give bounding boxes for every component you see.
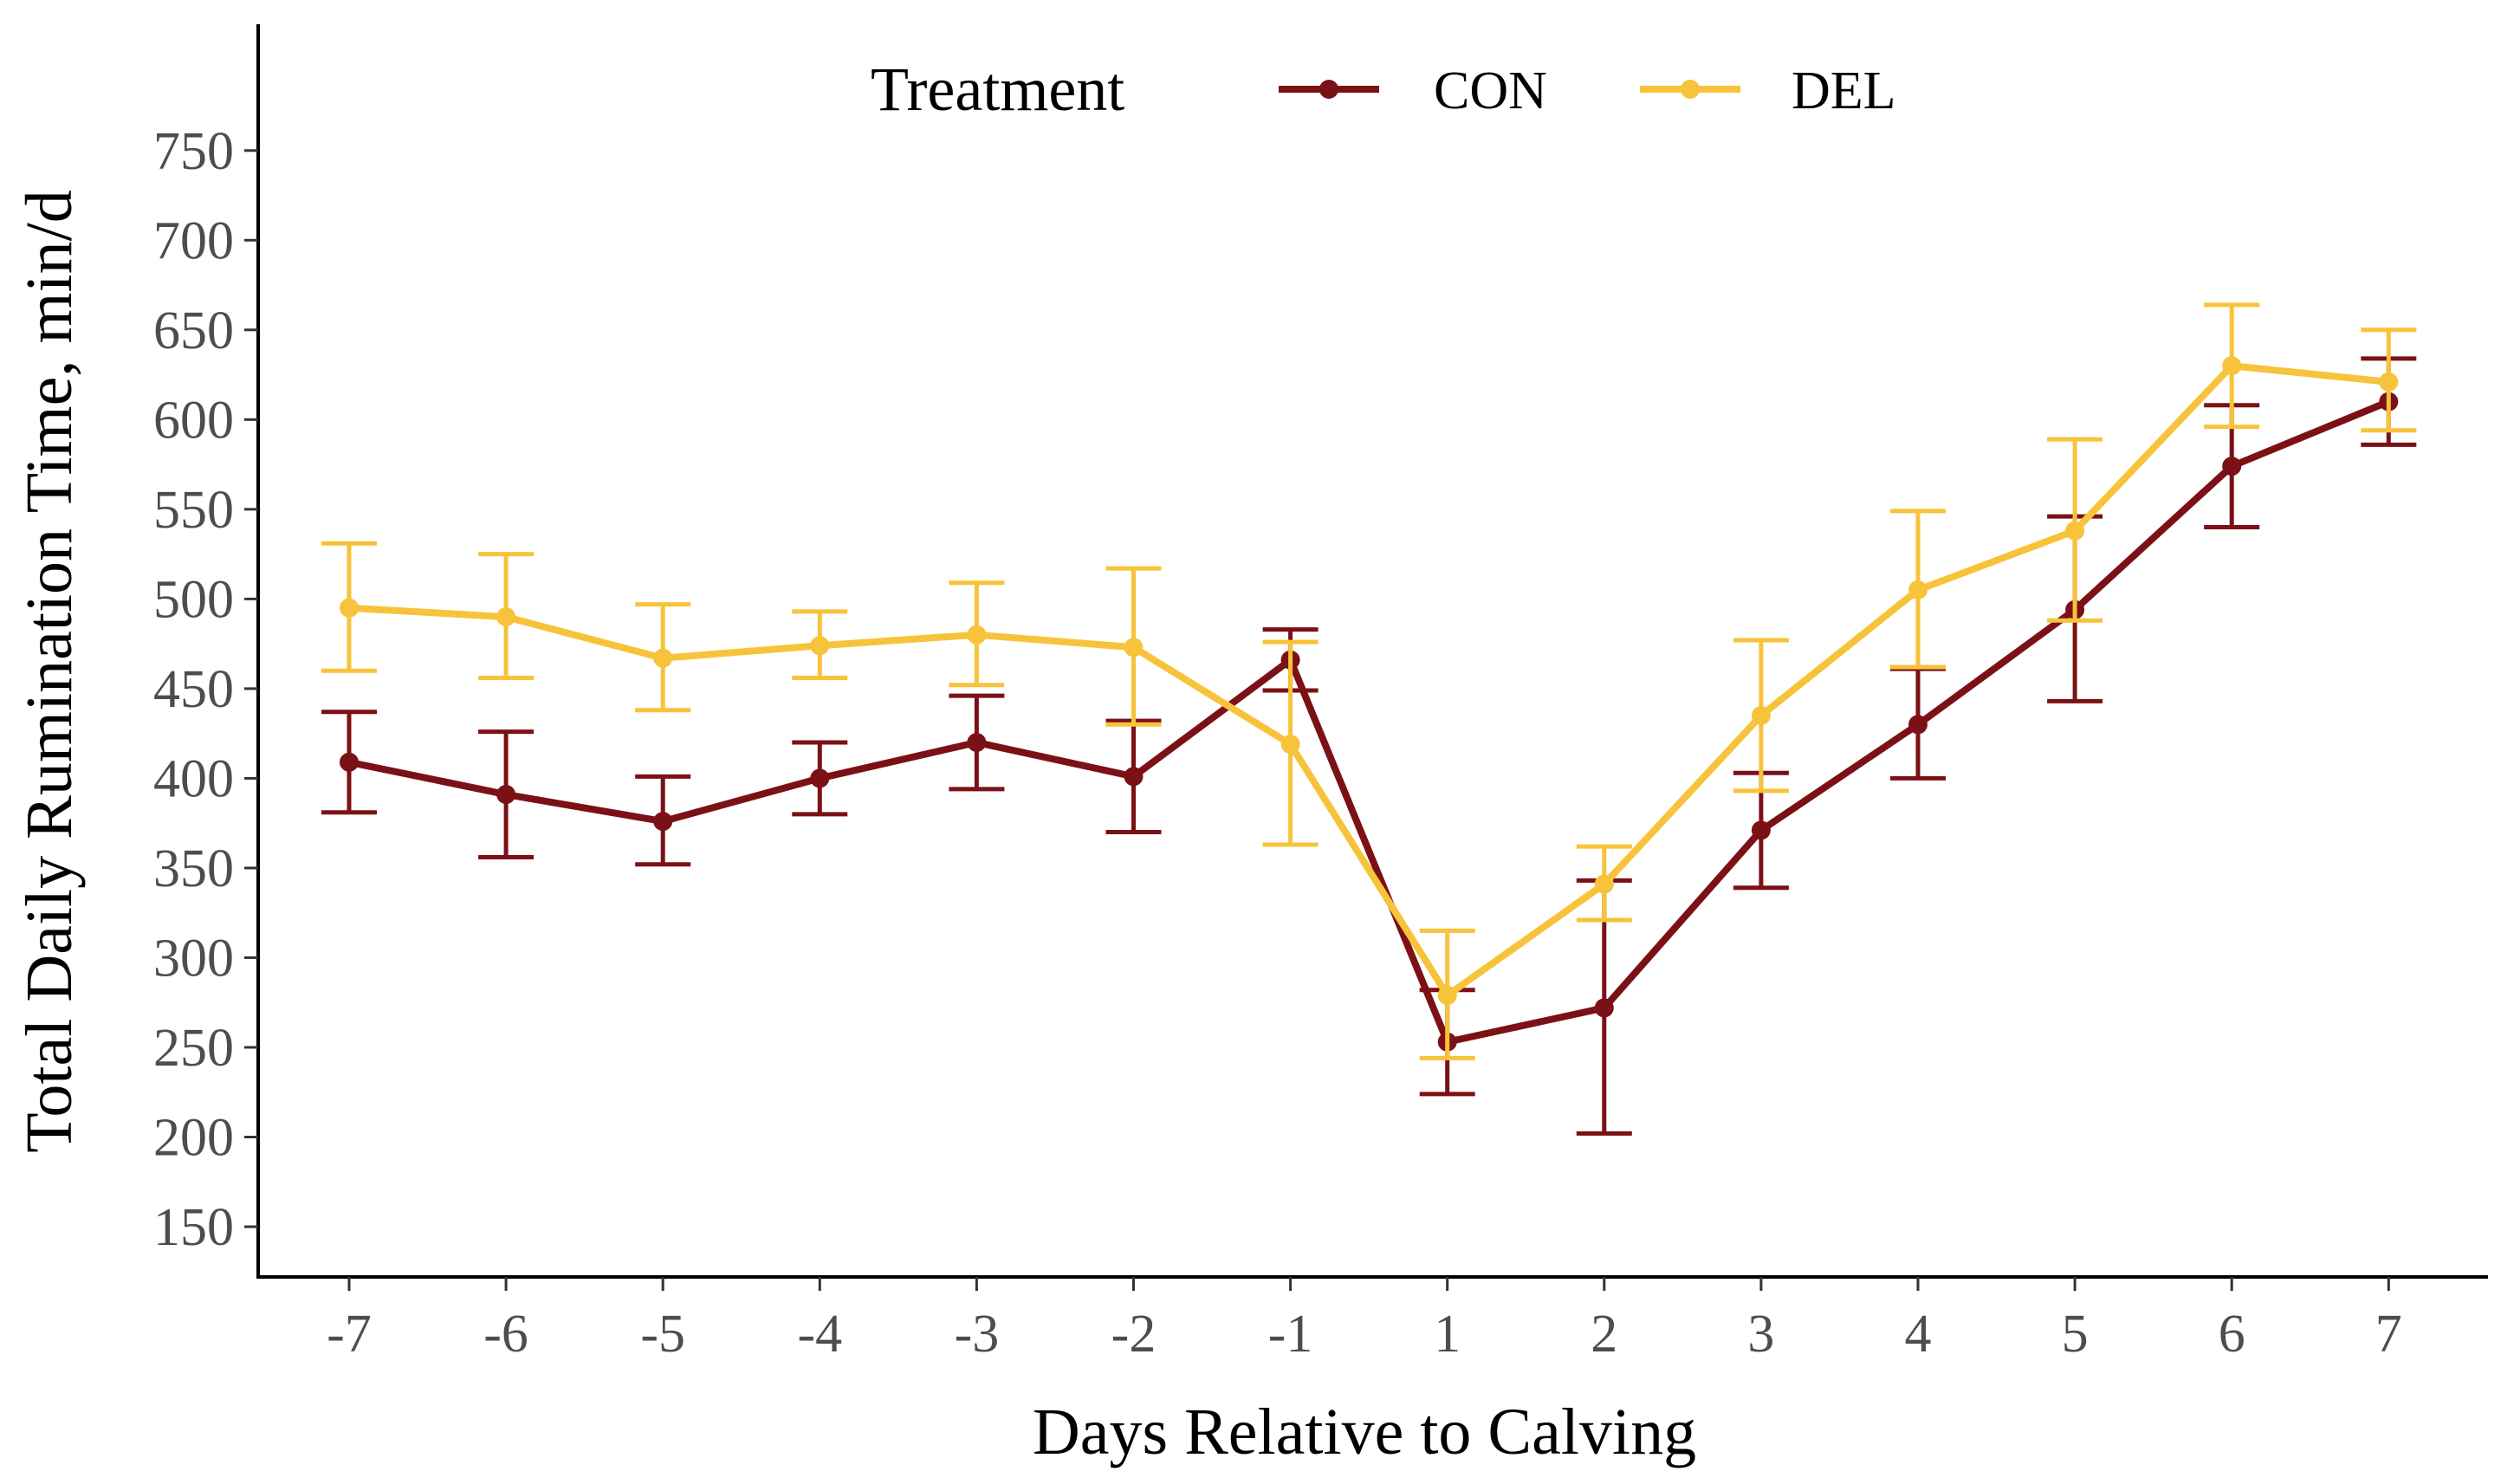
data-point-del [2379, 372, 2399, 392]
legend-marker-del [1681, 80, 1700, 99]
data-point-del [1594, 874, 1614, 894]
y-tick-label: 400 [153, 749, 234, 808]
x-tick-label: -6 [483, 1305, 528, 1364]
data-point-del [1437, 985, 1457, 1005]
axes: 150 200 250 300 350 400 450 500 550 600 650 700 750 -… [153, 24, 2488, 1364]
data-point-del [340, 598, 359, 618]
y-tick-label: 300 [153, 929, 234, 988]
legend-entries: CON DEL [1279, 62, 1896, 120]
y-axis-title: Total Daily Rumination Time, min/d [13, 190, 86, 1153]
y-tick-label: 450 [153, 660, 234, 719]
x-tick-label: -4 [797, 1305, 842, 1364]
x-tick-label: 3 [1747, 1305, 1774, 1364]
data-point-del [1751, 705, 1771, 725]
data-point-con [496, 785, 516, 805]
data-point-con [1908, 715, 1928, 735]
data-point-con [1594, 998, 1614, 1018]
data-point-con [653, 812, 673, 832]
data-point-con [340, 752, 359, 772]
x-tick-label: -7 [327, 1305, 372, 1364]
x-tick-label: 1 [1434, 1305, 1461, 1364]
x-tick-label: 6 [2219, 1305, 2245, 1364]
x-tick-label: -2 [1111, 1305, 1157, 1364]
y-tick-label: 650 [153, 301, 234, 360]
x-tick-label: 7 [2375, 1305, 2402, 1364]
y-tick-label: 750 [153, 122, 234, 181]
y-tick-label: 550 [153, 481, 234, 540]
x-tick-label: 5 [2062, 1305, 2089, 1364]
y-tick-label: 700 [153, 211, 234, 270]
y-tick-label: 150 [153, 1198, 234, 1257]
data-point-con [2222, 457, 2242, 476]
data-point-del [496, 607, 516, 627]
legend-label-con: CON [1434, 62, 1547, 120]
data-point-del [1280, 735, 1300, 755]
x-tick-label: 4 [1905, 1305, 1932, 1364]
x-axis-title: Days Relative to Calving [1033, 1396, 1696, 1468]
series-con [321, 356, 2417, 1136]
y-tick-label: 500 [153, 570, 234, 629]
x-tick-label: 2 [1591, 1305, 1617, 1364]
series-line-con [348, 398, 2390, 1046]
data-point-con [967, 733, 987, 753]
legend-entry-con: CON [1279, 62, 1547, 120]
data-point-con [1124, 767, 1144, 787]
y-tick-label: 350 [153, 839, 234, 898]
data-point-del [810, 636, 830, 656]
data-point-del [2222, 356, 2242, 376]
y-tick-label: 200 [153, 1109, 234, 1168]
data-point-del [653, 648, 673, 668]
y-tick-label: 600 [153, 391, 234, 450]
y-tick-label: 250 [153, 1019, 234, 1078]
x-tick-label: -1 [1268, 1305, 1313, 1364]
legend-title: Treatment [871, 55, 1124, 124]
plot-area [321, 302, 2417, 1136]
data-point-del [967, 625, 987, 645]
series-del [321, 302, 2417, 1060]
legend: Treatment CON DEL [871, 55, 1896, 124]
legend-marker-con [1319, 80, 1338, 99]
data-point-con [1751, 820, 1771, 840]
legend-entry-del: DEL [1640, 62, 1896, 120]
x-tick-label: -3 [955, 1305, 1000, 1364]
legend-label-del: DEL [1792, 62, 1896, 120]
series-line-del [348, 362, 2389, 999]
data-point-del [2065, 521, 2085, 541]
data-point-del [1908, 580, 1928, 600]
data-point-con [810, 768, 830, 788]
data-point-del [1124, 638, 1144, 658]
x-tick-label: -5 [640, 1305, 685, 1364]
